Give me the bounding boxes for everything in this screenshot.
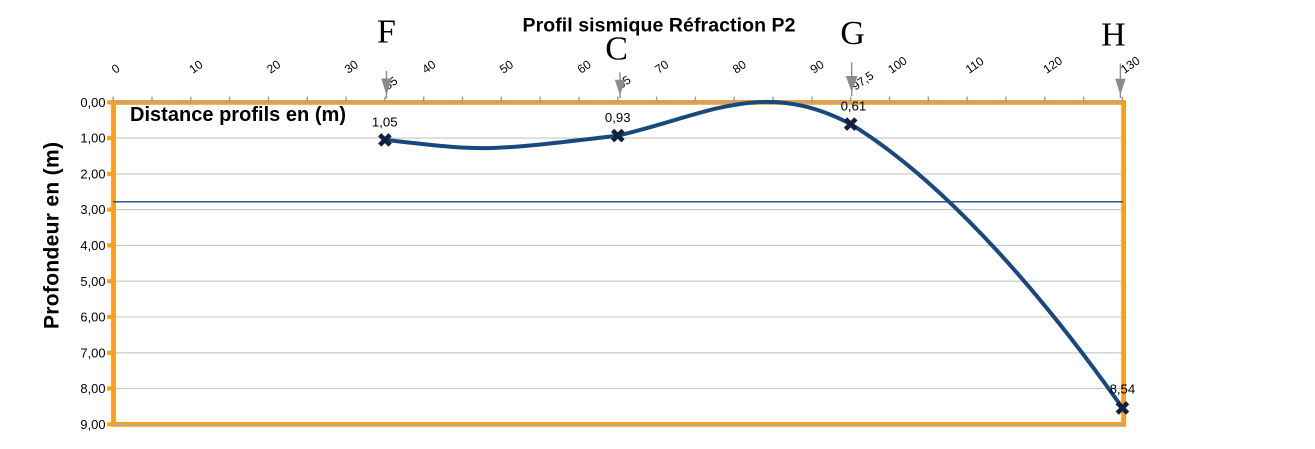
svg-text:Distance profils en (m): Distance profils en (m) <box>130 104 346 126</box>
svg-text:G: G <box>840 15 865 52</box>
svg-text:2,00: 2,00 <box>80 167 105 182</box>
svg-text:F: F <box>377 14 396 51</box>
svg-text:0,61: 0,61 <box>841 99 867 114</box>
svg-text:0,00: 0,00 <box>80 95 105 110</box>
svg-text:3,00: 3,00 <box>80 202 105 217</box>
svg-text:Profondeur en (m): Profondeur en (m) <box>41 142 64 329</box>
svg-text:6,00: 6,00 <box>80 310 105 325</box>
svg-text:0,93: 0,93 <box>605 110 631 125</box>
svg-text:9,00: 9,00 <box>80 417 105 432</box>
svg-text:C: C <box>605 31 628 68</box>
svg-text:8,00: 8,00 <box>80 381 105 396</box>
svg-text:5,00: 5,00 <box>80 274 105 289</box>
svg-text:1,05: 1,05 <box>372 114 398 129</box>
svg-text:8,54: 8,54 <box>1110 382 1136 397</box>
svg-text:H: H <box>1101 16 1126 53</box>
svg-text:1,00: 1,00 <box>80 131 105 146</box>
svg-text:7,00: 7,00 <box>80 345 105 360</box>
svg-text:4,00: 4,00 <box>80 238 105 253</box>
svg-text:Profil sismique Réfraction P2: Profil sismique Réfraction P2 <box>523 15 796 37</box>
